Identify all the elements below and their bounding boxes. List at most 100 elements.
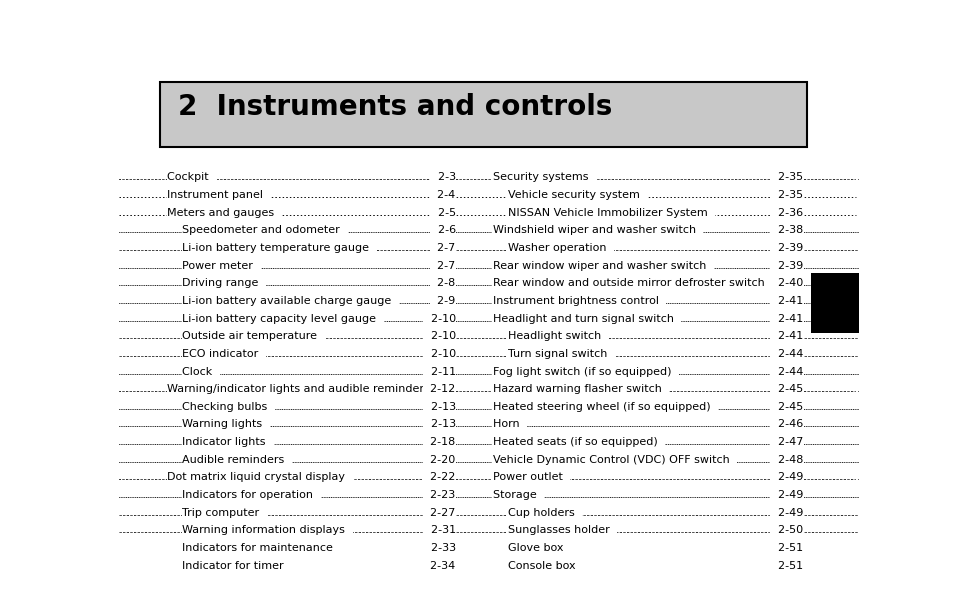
Text: 2-50: 2-50	[770, 525, 802, 535]
Text: ................................................................................: ........................................…	[112, 508, 953, 518]
Text: 2-44: 2-44	[770, 349, 802, 359]
Text: Heated seats (if so equipped): Heated seats (if so equipped)	[492, 437, 657, 447]
Text: ................................................................................: ........................................…	[0, 437, 862, 447]
Text: ................................................................................: ........................................…	[104, 278, 953, 289]
Text: Sunglasses holder: Sunglasses holder	[507, 525, 609, 535]
Text: Indicators for operation: Indicators for operation	[182, 490, 320, 500]
Text: Heated seats (if so equipped): Heated seats (if so equipped)	[492, 437, 663, 447]
Text: 2-31: 2-31	[423, 525, 456, 535]
Text: Vehicle Dynamic Control (VDC) OFF switch: Vehicle Dynamic Control (VDC) OFF switch	[492, 455, 736, 465]
Text: 2-45: 2-45	[777, 384, 802, 394]
Text: 2-10: 2-10	[430, 349, 456, 359]
Text: Glove box: Glove box	[507, 543, 562, 553]
Text: 2-40: 2-40	[770, 278, 802, 289]
Text: Trip computer: Trip computer	[182, 508, 266, 518]
Text: 2-49: 2-49	[777, 473, 802, 482]
Text: 2-38: 2-38	[777, 225, 802, 235]
Text: 2-35: 2-35	[770, 190, 802, 200]
Text: ................................................................................: ........................................…	[104, 313, 953, 324]
Text: ................................................................................: ........................................…	[104, 296, 953, 306]
Text: Indicator lights: Indicator lights	[182, 437, 266, 447]
Text: Warning/indicator lights and audible reminders: Warning/indicator lights and audible rem…	[167, 384, 436, 394]
Text: 2-3: 2-3	[437, 172, 456, 183]
Text: 2-13: 2-13	[423, 419, 456, 430]
Text: 2-10: 2-10	[423, 349, 456, 359]
Text: Vehicle Dynamic Control (VDC) OFF switch: Vehicle Dynamic Control (VDC) OFF switch	[492, 455, 729, 465]
Text: 2-44: 2-44	[770, 367, 802, 376]
Text: Vehicle security system: Vehicle security system	[507, 190, 646, 200]
Text: ................................................................................: ........................................…	[0, 419, 862, 430]
Text: 2-46: 2-46	[777, 419, 802, 430]
Text: 2-45: 2-45	[777, 402, 802, 412]
Text: Rear window wiper and washer switch: Rear window wiper and washer switch	[492, 261, 705, 270]
Text: ................................................................................: ........................................…	[112, 331, 953, 341]
Text: 2-35: 2-35	[770, 172, 802, 183]
Text: Washer operation: Washer operation	[507, 243, 605, 253]
Text: 2-5: 2-5	[430, 208, 456, 218]
Text: 2-51: 2-51	[770, 561, 802, 571]
Text: Warning lights: Warning lights	[182, 419, 269, 430]
Text: Headlight switch: Headlight switch	[507, 331, 600, 341]
Text: 2-13: 2-13	[430, 402, 456, 412]
Text: Audible reminders: Audible reminders	[182, 455, 292, 465]
Text: 2-39: 2-39	[770, 261, 802, 270]
Text: Driving range: Driving range	[182, 278, 266, 289]
Text: 2-18: 2-18	[423, 437, 456, 447]
Text: Sunglasses holder: Sunglasses holder	[507, 525, 616, 535]
Text: 2-46: 2-46	[770, 419, 802, 430]
Text: 2-49: 2-49	[770, 508, 802, 518]
Text: ECO indicator: ECO indicator	[182, 349, 258, 359]
Text: 2-41: 2-41	[770, 296, 802, 306]
Text: 2-5: 2-5	[437, 208, 456, 218]
Text: 2-39: 2-39	[777, 261, 802, 270]
Text: 2-11: 2-11	[423, 367, 456, 376]
Text: 2-18: 2-18	[430, 437, 456, 447]
Text: Li-ion battery temperature gauge: Li-ion battery temperature gauge	[182, 243, 369, 253]
Text: ................................................................................: ........................................…	[104, 367, 953, 376]
Text: 2-39: 2-39	[777, 243, 802, 253]
Text: Instrument brightness control: Instrument brightness control	[492, 296, 658, 306]
Text: 2-4: 2-4	[430, 190, 456, 200]
Text: Rear window wiper and washer switch: Rear window wiper and washer switch	[492, 261, 712, 270]
Text: Indicators for operation: Indicators for operation	[182, 490, 313, 500]
Text: Power outlet: Power outlet	[492, 473, 569, 482]
Text: Li-ion battery capacity level gauge: Li-ion battery capacity level gauge	[182, 313, 383, 324]
Text: 2-33: 2-33	[430, 543, 456, 553]
Text: Driving range: Driving range	[182, 278, 258, 289]
Text: ................................................................................: ........................................…	[104, 473, 953, 482]
Text: ................................................................................: ........................................…	[0, 543, 862, 553]
Text: 2-48: 2-48	[770, 455, 802, 465]
Text: Dot matrix liquid crystal display: Dot matrix liquid crystal display	[167, 473, 345, 482]
Text: ................................................................................: ........................................…	[0, 296, 862, 306]
Text: ................................................................................: ........................................…	[0, 561, 862, 571]
Text: 2-7: 2-7	[436, 243, 456, 253]
Text: 2-41: 2-41	[770, 313, 802, 324]
Text: 2-13: 2-13	[423, 402, 456, 412]
Text: Trip computer: Trip computer	[182, 508, 259, 518]
Text: Console box: Console box	[507, 561, 581, 571]
Text: Warning information displays: Warning information displays	[182, 525, 345, 535]
Text: Outside air temperature: Outside air temperature	[182, 331, 324, 341]
Text: ................................................................................: ........................................…	[0, 367, 862, 376]
Text: ................................................................................: ........................................…	[104, 261, 953, 270]
Text: Security systems: Security systems	[492, 172, 587, 183]
Text: Li-ion battery available charge gauge: Li-ion battery available charge gauge	[182, 296, 392, 306]
Text: ................................................................................: ........................................…	[104, 437, 953, 447]
Text: Warning lights: Warning lights	[182, 419, 262, 430]
Text: 2-7: 2-7	[430, 261, 456, 270]
Text: 2-9: 2-9	[436, 296, 456, 306]
Text: 2-35: 2-35	[778, 190, 802, 200]
Text: Hazard warning flasher switch: Hazard warning flasher switch	[492, 384, 668, 394]
Text: NISSAN Vehicle Immobilizer System: NISSAN Vehicle Immobilizer System	[507, 208, 707, 218]
Text: ................................................................................: ........................................…	[112, 543, 953, 553]
Text: 2-45: 2-45	[770, 402, 802, 412]
Text: ................................................................................: ........................................…	[0, 243, 862, 253]
Text: 2  Instruments and controls: 2 Instruments and controls	[178, 93, 612, 121]
Text: ................................................................................: ........................................…	[104, 384, 953, 394]
Text: 2-11: 2-11	[430, 367, 456, 376]
Text: ................................................................................: ........................................…	[0, 190, 854, 200]
Text: ................................................................................: ........................................…	[0, 261, 862, 270]
Text: ................................................................................: ........................................…	[112, 190, 953, 200]
Text: 2-34: 2-34	[430, 561, 456, 571]
Text: 2-36: 2-36	[770, 208, 802, 218]
